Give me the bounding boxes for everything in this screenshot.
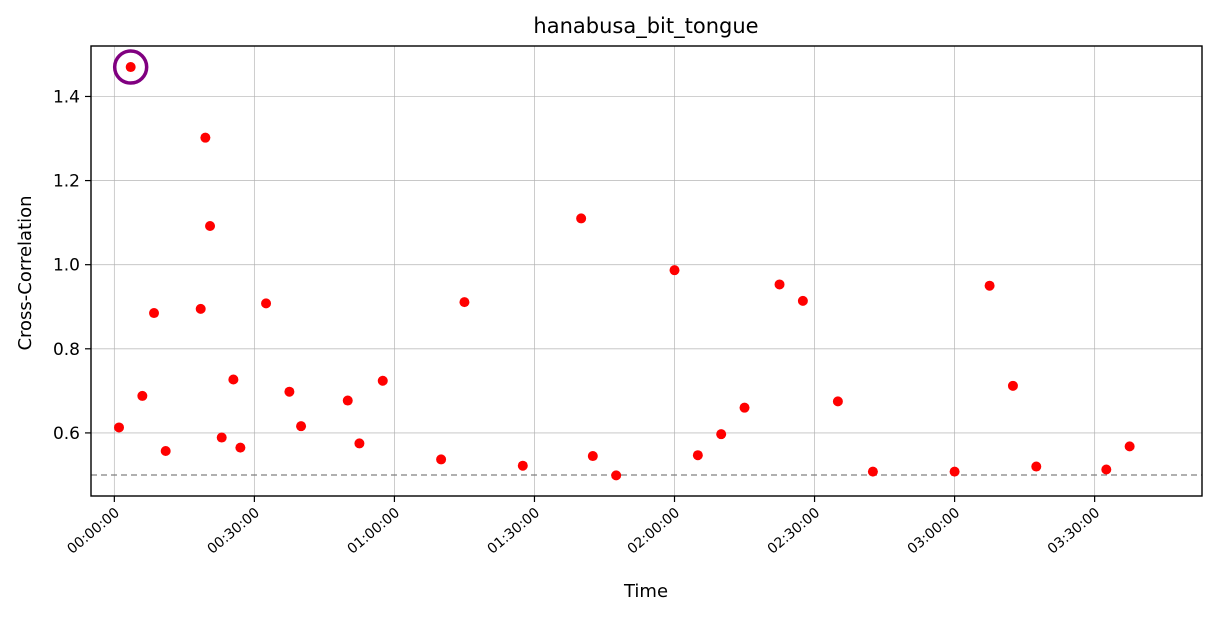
data-point — [216, 432, 227, 443]
data-point — [692, 450, 703, 461]
x-tick-label: 01:00:00 — [345, 505, 403, 558]
data-point — [205, 221, 216, 231]
data-point — [984, 280, 995, 291]
x-tick-label: 00:30:00 — [204, 505, 262, 558]
data-point — [716, 429, 727, 440]
data-point — [296, 421, 307, 432]
x-axis-ticks: 00:00:00 00:30:00 01:00:00 01:30:00 02:00:00… — [64, 496, 1103, 557]
data-point — [517, 460, 528, 471]
data-point — [774, 279, 785, 290]
x-axis-label: Time — [623, 581, 668, 602]
data-point — [739, 402, 750, 413]
data-point — [235, 442, 246, 453]
data-point — [1031, 461, 1042, 472]
data-point — [949, 466, 960, 477]
y-tick-label: 0.6 — [53, 424, 80, 444]
x-tick-label: 03:00:00 — [905, 505, 963, 558]
data-point — [149, 308, 160, 319]
y-axis-ticks: 0.6 0.8 1.0 1.2 1.4 — [53, 87, 91, 444]
data-point — [669, 265, 680, 276]
data-point — [377, 375, 388, 386]
highlight-ring — [112, 49, 149, 85]
data-point — [459, 297, 470, 308]
y-tick-label: 1.0 — [53, 256, 80, 276]
y-tick-label: 0.8 — [53, 340, 80, 360]
y-tick-label: 1.4 — [53, 87, 80, 107]
y-tick-label: 1.2 — [53, 172, 80, 192]
data-point — [125, 62, 136, 73]
data-point — [587, 451, 598, 462]
data-point — [195, 303, 206, 314]
data-point — [114, 422, 125, 433]
x-tick-label: 00:00:00 — [64, 505, 122, 558]
x-tick-label: 02:30:00 — [765, 505, 823, 558]
data-point — [832, 396, 843, 407]
data-point — [611, 470, 622, 481]
data-point — [1101, 464, 1112, 475]
data-point — [1007, 380, 1018, 391]
data-point — [284, 386, 295, 397]
data-point — [228, 374, 239, 385]
grid-lines — [91, 46, 1202, 496]
x-tick-label: 01:30:00 — [485, 505, 543, 558]
data-point — [867, 466, 878, 477]
data-point — [436, 454, 447, 465]
data-point — [160, 446, 171, 456]
data-point — [354, 438, 365, 449]
y-axis-label: Cross-Correlation — [15, 195, 36, 350]
x-tick-label: 03:30:00 — [1045, 505, 1103, 558]
plot-frame — [90, 45, 1203, 497]
data-point — [261, 298, 272, 309]
data-point — [797, 295, 808, 306]
data-point — [137, 390, 148, 401]
data-point — [342, 395, 353, 406]
x-tick-label: 02:00:00 — [625, 505, 683, 558]
data-point — [1124, 441, 1135, 452]
data-point — [576, 213, 587, 224]
data-point — [200, 132, 211, 143]
data-points — [114, 62, 1135, 481]
chart-title: hanabusa_bit_tongue — [533, 14, 758, 39]
